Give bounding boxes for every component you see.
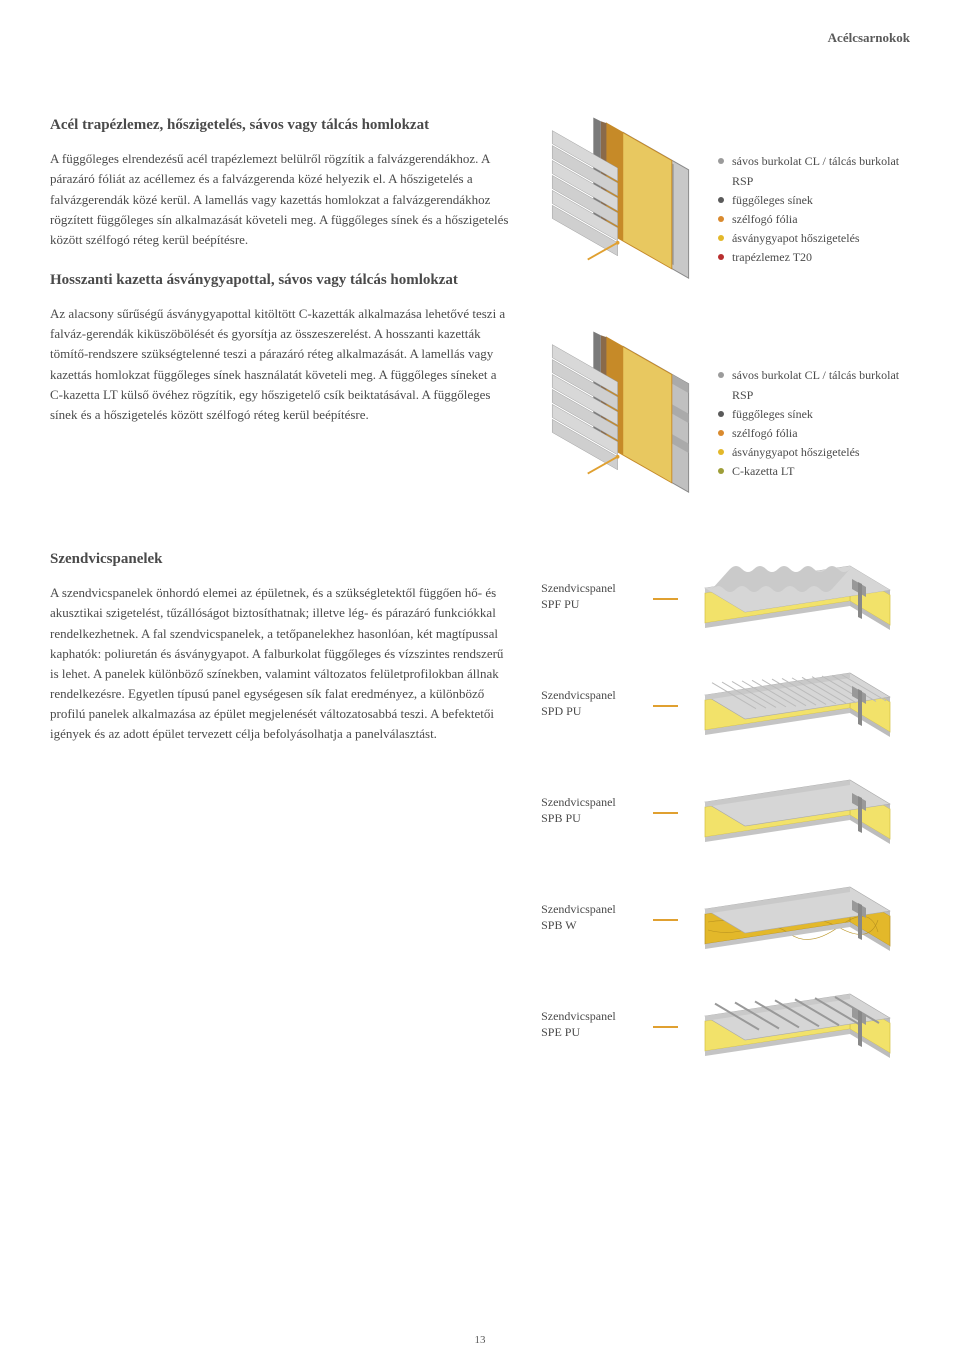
- section-title-3: Szendvicspanelek: [50, 549, 511, 569]
- sandwich-panels-section: Szendvicspanelek A szendvicspanelek önho…: [50, 549, 910, 1072]
- section-body-2: Az alacsony sűrűségű ásványgyapottal kit…: [50, 304, 511, 425]
- page-category: Acélcsarnokok: [828, 30, 910, 46]
- panel-row: Szendvicspanel SPE PU: [541, 977, 910, 1072]
- text-column: Acél trapézlemez, hőszigetelés, sávos va…: [50, 115, 511, 519]
- wall-layers-icon: [541, 329, 700, 519]
- leader-line: [653, 598, 678, 600]
- section-title-1: Acél trapézlemez, hőszigetelés, sávos va…: [50, 115, 511, 135]
- legend-item: szélfogó fólia: [718, 424, 910, 443]
- section-body-3: A szendvicspanelek önhordó elemei az épü…: [50, 583, 511, 744]
- legend-item: függőleges sínek: [718, 405, 910, 424]
- panel-row: Szendvicspanel SPF PU: [541, 549, 910, 644]
- panel-label: Szendvicspanel SPD PU: [541, 688, 641, 719]
- legend-item: trapézlemez T20: [718, 248, 910, 267]
- panel-illustrations: Szendvicspanel SPF PU Szendvicspanel SPD…: [541, 549, 910, 1072]
- legend-item: ásványgyapot hőszigetelés: [718, 229, 910, 248]
- panel-row: Szendvicspanel SPB PU: [541, 763, 910, 858]
- panel-row: Szendvicspanel SPB W: [541, 870, 910, 965]
- diagram-column: sávos burkolat CL / tálcás burkolat RSP …: [541, 115, 910, 519]
- legend-item: függőleges sínek: [718, 191, 910, 210]
- legend-item: C-kazetta LT: [718, 462, 910, 481]
- sandwich-panel-icon: [690, 977, 895, 1072]
- wall-diagram-2: sávos burkolat CL / tálcás burkolat RSP …: [541, 329, 910, 519]
- page-number: 13: [475, 1334, 486, 1346]
- section-body-1: A függőleges elrendezésű acél trapézleme…: [50, 149, 511, 250]
- wall-layers-icon: [541, 115, 700, 305]
- leader-line: [653, 705, 678, 707]
- legend-item: ásványgyapot hőszigetelés: [718, 443, 910, 462]
- main-content: Acél trapézlemez, hőszigetelés, sávos va…: [50, 115, 910, 519]
- panel-row: Szendvicspanel SPD PU: [541, 656, 910, 751]
- legend-list-2: sávos burkolat CL / tálcás burkolat RSP …: [718, 366, 910, 481]
- legend-item: szélfogó fólia: [718, 210, 910, 229]
- legend-item: sávos burkolat CL / tálcás burkolat RSP: [718, 366, 910, 404]
- legend-item: sávos burkolat CL / tálcás burkolat RSP: [718, 152, 910, 190]
- sandwich-panel-icon: [690, 656, 895, 751]
- sandwich-panel-icon: [690, 763, 895, 858]
- leader-line: [653, 1026, 678, 1028]
- panel-label: Szendvicspanel SPF PU: [541, 581, 641, 612]
- panel-label: Szendvicspanel SPB W: [541, 902, 641, 933]
- panel-label: Szendvicspanel SPB PU: [541, 795, 641, 826]
- sandwich-text-column: Szendvicspanelek A szendvicspanelek önho…: [50, 549, 511, 1072]
- leader-line: [653, 812, 678, 814]
- sandwich-panel-icon: [690, 870, 895, 965]
- section-title-2: Hosszanti kazetta ásványgyapottal, sávos…: [50, 270, 511, 290]
- sandwich-panel-icon: [690, 549, 895, 644]
- wall-diagram-1: sávos burkolat CL / tálcás burkolat RSP …: [541, 115, 910, 305]
- leader-line: [653, 919, 678, 921]
- panel-label: Szendvicspanel SPE PU: [541, 1009, 641, 1040]
- legend-list-1: sávos burkolat CL / tálcás burkolat RSP …: [718, 152, 910, 267]
